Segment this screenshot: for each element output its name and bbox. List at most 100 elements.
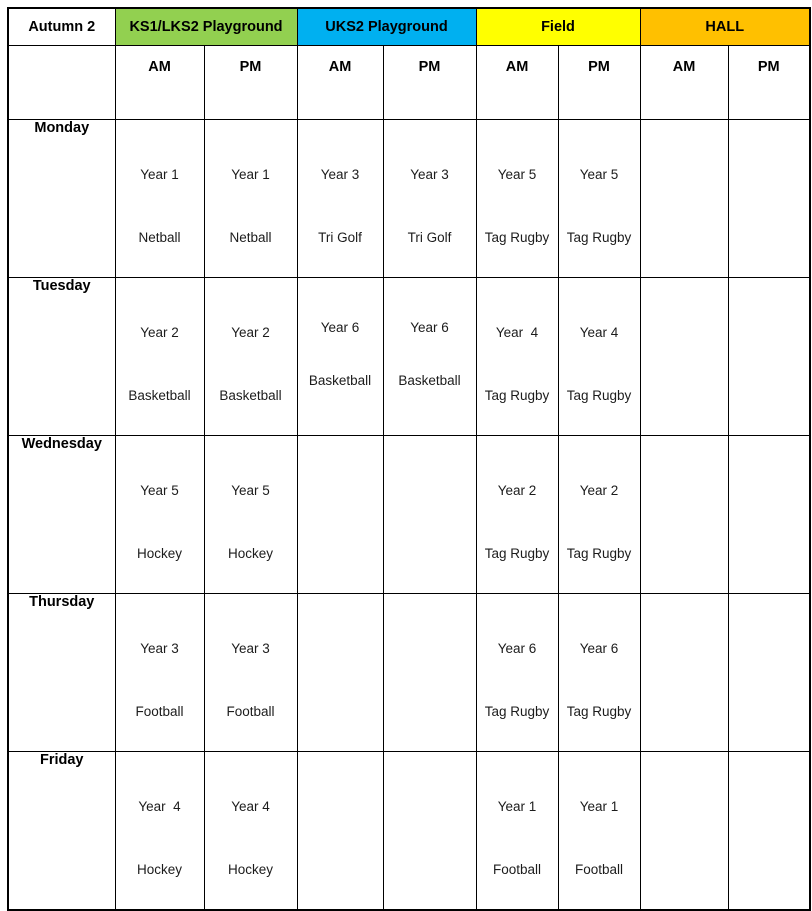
cell-year: Year 5 bbox=[579, 166, 619, 182]
day-label: Tuesday bbox=[7, 276, 116, 436]
schedule-cell bbox=[727, 592, 811, 752]
cell-year: Year 1 bbox=[579, 798, 619, 814]
cell-activity: Football bbox=[492, 861, 542, 877]
ampm-header: PM bbox=[727, 44, 811, 120]
schedule-cell: Year 6 Basketball bbox=[382, 276, 477, 436]
cell-year: Year 2 bbox=[579, 482, 619, 498]
section-header-uks2-playground: UKS2 Playground bbox=[296, 7, 477, 46]
schedule-cell bbox=[727, 434, 811, 594]
cell-activity: Tri Golf bbox=[318, 229, 362, 245]
header-row: Autumn 2 KS1/LKS2 Playground UKS2 Playgr… bbox=[7, 7, 811, 46]
schedule-cell bbox=[727, 276, 811, 436]
schedule-cell: Year 6 Tag Rugby bbox=[557, 592, 641, 752]
cell-year: Year 4 bbox=[138, 798, 181, 814]
schedule-cell bbox=[382, 750, 477, 910]
row-monday: Monday Year 1 Netball Year 1 Netball Yea… bbox=[7, 118, 811, 278]
cell-activity: Hockey bbox=[227, 545, 273, 561]
schedule-cell: Year 3 Tri Golf bbox=[382, 118, 477, 278]
cell-year bbox=[729, 308, 809, 323]
schedule-cell: Year 2 Basketball bbox=[114, 276, 205, 436]
cell-year: Year 1 bbox=[140, 166, 179, 182]
day-label: Thursday bbox=[7, 592, 116, 752]
schedule-cell: Year 6 Basketball bbox=[296, 276, 384, 436]
cell-year: Year 4 bbox=[231, 798, 270, 814]
cell-activity: Tag Rugby bbox=[484, 545, 550, 561]
cell-year bbox=[298, 466, 382, 481]
section-header-ks1-lks2-playground: KS1/LKS2 Playground bbox=[114, 7, 298, 46]
cell-activity: Hockey bbox=[227, 861, 273, 877]
cell-activity: Tag Rugby bbox=[566, 229, 632, 245]
schedule-cell: Year 4 Hockey bbox=[203, 750, 298, 910]
ampm-header: AM bbox=[296, 44, 384, 120]
cell-year: Year 4 bbox=[579, 324, 619, 340]
ampm-header: AM bbox=[114, 44, 205, 120]
schedule-cell bbox=[727, 750, 811, 910]
cell-year: Year 2 bbox=[497, 482, 537, 498]
schedule-cell: Year 1 Netball bbox=[114, 118, 205, 278]
section-header-field: Field bbox=[475, 7, 641, 46]
schedule-cell: Year 3 Football bbox=[203, 592, 298, 752]
cell-year bbox=[641, 782, 727, 797]
row-friday: Friday Year 4 Hockey Year 4 Hockey Year … bbox=[7, 750, 811, 910]
schedule-cell: Year 3 Tri Golf bbox=[296, 118, 384, 278]
cell-year bbox=[384, 624, 475, 639]
cell-activity: Tag Rugby bbox=[484, 229, 550, 245]
cell-year: Year 2 bbox=[231, 324, 270, 340]
cell-year: Year 3 bbox=[140, 640, 179, 656]
schedule-cell: Year 2 Tag Rugby bbox=[475, 434, 559, 594]
row-wednesday: Wednesday Year 5 Hockey Year 5 Hockey Ye… bbox=[7, 434, 811, 594]
cell-year bbox=[641, 150, 727, 165]
cell-year bbox=[641, 624, 727, 639]
schedule-cell bbox=[296, 592, 384, 752]
cell-year: Year 1 bbox=[497, 798, 537, 814]
schedule-cell bbox=[639, 118, 729, 278]
schedule-cell: Year 4 Tag Rugby bbox=[557, 276, 641, 436]
schedule-cell: Year 4 Tag Rugby bbox=[475, 276, 559, 436]
cell-year: Year 6 bbox=[410, 319, 449, 335]
row-thursday: Thursday Year 3 Football Year 3 Football… bbox=[7, 592, 811, 752]
schedule-cell bbox=[382, 434, 477, 594]
schedule-cell bbox=[639, 434, 729, 594]
ampm-row: AM PM AM PM AM PM AM PM bbox=[7, 44, 811, 120]
cell-activity: Basketball bbox=[219, 387, 282, 403]
cell-activity: Basketball bbox=[398, 372, 461, 388]
schedule-cell: Year 2 Tag Rugby bbox=[557, 434, 641, 594]
cell-year bbox=[384, 782, 475, 797]
cell-activity: Netball bbox=[229, 229, 272, 245]
ampm-header: PM bbox=[203, 44, 298, 120]
schedule-cell bbox=[639, 592, 729, 752]
schedule-cell: Year 2 Basketball bbox=[203, 276, 298, 436]
schedule-cell: Year 1 Football bbox=[557, 750, 641, 910]
cell-activity: Hockey bbox=[136, 861, 182, 877]
ampm-header: AM bbox=[475, 44, 559, 120]
ampm-header: AM bbox=[639, 44, 729, 120]
schedule-cell: Year 4 Hockey bbox=[114, 750, 205, 910]
cell-year bbox=[729, 782, 809, 797]
cell-year: Year 5 bbox=[497, 166, 537, 182]
schedule-cell: Year 6 Tag Rugby bbox=[475, 592, 559, 752]
cell-activity: Hockey bbox=[136, 545, 182, 561]
cell-year: Year 5 bbox=[231, 482, 270, 498]
schedule-cell: Year 5 Hockey bbox=[114, 434, 205, 594]
schedule-cell bbox=[382, 592, 477, 752]
cell-year bbox=[641, 308, 727, 323]
cell-activity: Tag Rugby bbox=[566, 387, 632, 403]
cell-year bbox=[384, 466, 475, 481]
schedule-cell bbox=[727, 118, 811, 278]
empty-corner-cell bbox=[7, 44, 116, 120]
cell-activity: Tag Rugby bbox=[566, 545, 632, 561]
pe-timetable: Autumn 2 KS1/LKS2 Playground UKS2 Playgr… bbox=[7, 7, 812, 911]
schedule-cell bbox=[639, 750, 729, 910]
cell-activity: Basketball bbox=[308, 372, 372, 388]
cell-activity: Football bbox=[574, 861, 624, 877]
cell-year: Year 2 bbox=[140, 324, 179, 340]
ampm-header: PM bbox=[382, 44, 477, 120]
cell-year bbox=[729, 624, 809, 639]
schedule-cell: Year 3 Football bbox=[114, 592, 205, 752]
cell-year: Year 6 bbox=[320, 319, 360, 335]
day-label: Friday bbox=[7, 750, 116, 910]
schedule-cell: Year 5 Tag Rugby bbox=[557, 118, 641, 278]
cell-activity: Tag Rugby bbox=[566, 703, 632, 719]
cell-activity: Tag Rugby bbox=[484, 703, 550, 719]
timetable-page: Autumn 2 KS1/LKS2 Playground UKS2 Playgr… bbox=[7, 7, 812, 911]
